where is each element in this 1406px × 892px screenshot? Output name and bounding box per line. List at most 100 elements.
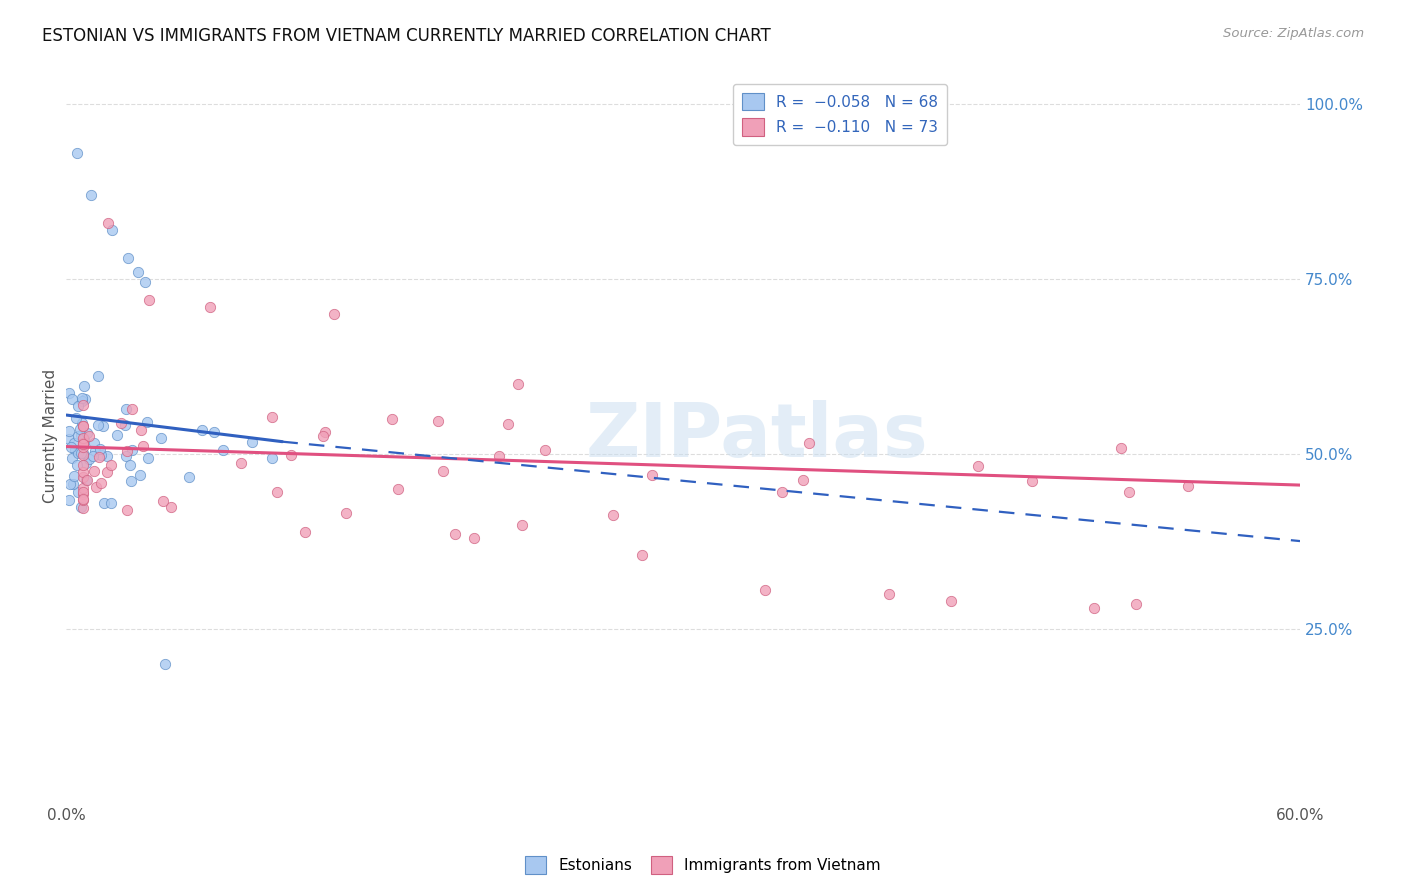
Point [72, 419, 94, 434]
Point [631, 548, 654, 562]
Point [72, 436, 94, 450]
Point [877, 586, 900, 600]
Point [80, 187, 103, 202]
Point [72, 482, 94, 496]
Point [100, 222, 122, 236]
Point [114, 449, 136, 463]
Point [1177, 479, 1199, 493]
Point [72, 436, 94, 450]
Point [1109, 441, 1132, 455]
Point [100, 458, 122, 472]
Point [322, 307, 344, 321]
Point [127, 264, 149, 278]
Point [770, 484, 793, 499]
Point [62, 477, 84, 491]
Point [70, 446, 93, 460]
Point [72, 432, 94, 446]
Point [72, 417, 94, 431]
Point [152, 493, 174, 508]
Point [121, 442, 143, 457]
Point [135, 415, 157, 429]
Point [84, 480, 107, 494]
Point [66, 445, 89, 459]
Point [231, 455, 253, 469]
Point [72, 440, 94, 454]
Point [60, 440, 83, 454]
Point [63, 468, 86, 483]
Point [91, 419, 114, 434]
Point [70, 392, 93, 406]
Point [138, 293, 160, 307]
Point [66, 429, 89, 443]
Point [72, 491, 94, 506]
Legend: Estonians, Immigrants from Vietnam: Estonians, Immigrants from Vietnam [519, 850, 887, 880]
Point [97, 215, 120, 229]
Point [66, 145, 89, 160]
Point [70, 500, 93, 514]
Point [83, 465, 105, 479]
Point [114, 402, 136, 417]
Point [160, 500, 183, 515]
Legend: R =  −0.058   N = 68, R =  −0.110   N = 73: R = −0.058 N = 68, R = −0.110 N = 73 [733, 84, 948, 145]
Point [58, 424, 80, 438]
Point [129, 467, 152, 482]
Point [211, 443, 233, 458]
Point [117, 502, 139, 516]
Point [72, 418, 94, 433]
Point [87, 368, 110, 383]
Point [72, 436, 94, 450]
Text: ZIPatlas: ZIPatlas [586, 400, 928, 473]
Point [117, 444, 139, 458]
Point [427, 415, 450, 429]
Point [72, 465, 94, 479]
Point [83, 436, 105, 450]
Point [136, 450, 159, 465]
Point [90, 476, 112, 491]
Point [93, 496, 115, 510]
Point [60, 451, 83, 466]
Point [76, 473, 98, 487]
Point [66, 458, 89, 473]
Point [72, 493, 94, 508]
Text: ESTONIAN VS IMMIGRANTS FROM VIETNAM CURRENTLY MARRIED CORRELATION CHART: ESTONIAN VS IMMIGRANTS FROM VIETNAM CURR… [42, 27, 770, 45]
Point [939, 593, 962, 607]
Point [77, 451, 100, 466]
Point [72, 458, 94, 472]
Point [58, 432, 80, 446]
Point [69, 422, 91, 436]
Point [200, 300, 222, 314]
Point [118, 458, 141, 472]
Point [100, 495, 122, 509]
Point [488, 449, 510, 463]
Point [77, 429, 100, 443]
Point [534, 443, 557, 458]
Point [67, 484, 90, 499]
Point [129, 423, 152, 437]
Point [262, 450, 284, 465]
Point [87, 418, 110, 433]
Point [105, 428, 128, 442]
Point [58, 386, 80, 401]
Point [59, 476, 82, 491]
Point [96, 465, 118, 479]
Point [83, 443, 105, 458]
Point [72, 484, 94, 499]
Point [202, 425, 225, 440]
Point [96, 450, 118, 464]
Text: Source: ZipAtlas.com: Source: ZipAtlas.com [1223, 27, 1364, 40]
Point [75, 473, 97, 487]
Point [1125, 597, 1147, 611]
Point [72, 446, 94, 460]
Y-axis label: Currently Married: Currently Married [44, 369, 58, 503]
Point [381, 412, 404, 426]
Point [72, 431, 94, 445]
Point [463, 531, 485, 545]
Point [72, 379, 94, 393]
Point [72, 470, 94, 484]
Point [792, 473, 814, 487]
Point [191, 423, 214, 437]
Point [63, 442, 86, 457]
Point [60, 392, 83, 407]
Point [149, 431, 172, 445]
Point [132, 438, 155, 452]
